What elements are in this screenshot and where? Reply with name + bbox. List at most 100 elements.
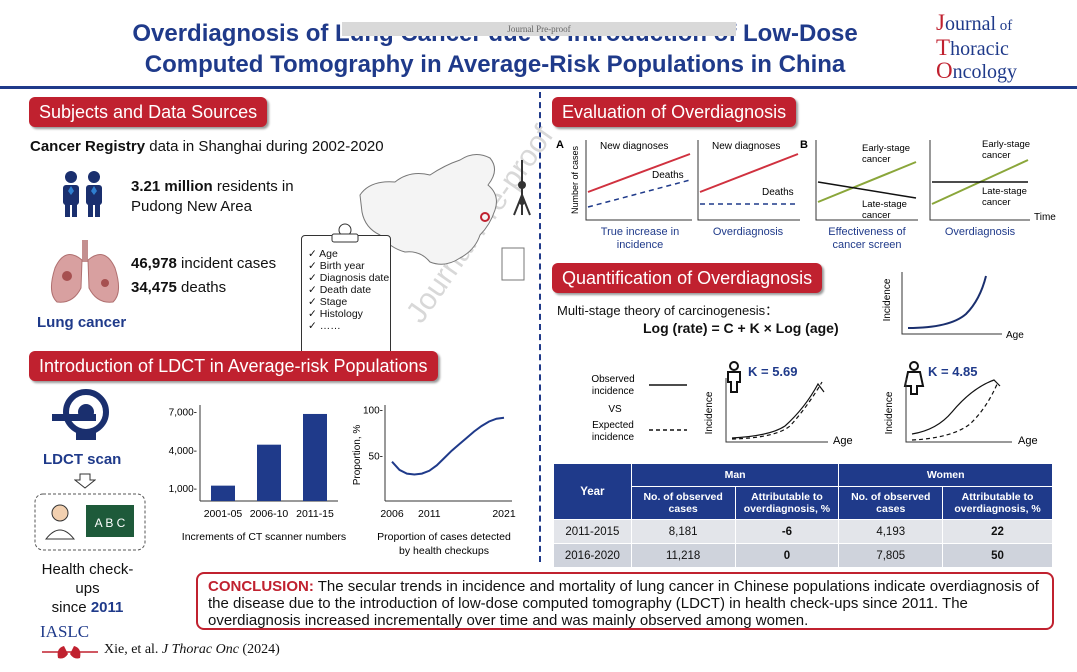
bar-2011-15 <box>303 413 327 501</box>
subjects-heading: Subjects and Data Sources <box>29 97 268 127</box>
women-expected-line <box>911 381 999 441</box>
observed-expected-legend: Observed incidence VS Expected incidence <box>591 374 687 443</box>
registry-text: Cancer Registry data in Shanghai during … <box>30 138 384 155</box>
diagram3-early-label-1: Early-stage <box>862 143 910 154</box>
evaluation-heading: Evaluation of Overdiagnosis <box>552 97 797 127</box>
curve-x-label: Age <box>1006 330 1024 341</box>
curve-y-label: Incidence <box>882 278 893 321</box>
health-checkup-icon: A B C <box>34 493 146 551</box>
diagram3-axes <box>815 140 918 221</box>
ct-scanner-bar-chart: 1,000- 4,000- 7,000- 2001-05 2006-10 2011-15… <box>169 405 346 543</box>
man-observed-line <box>731 382 825 439</box>
diagram3-caption-2: cancer screen <box>832 239 901 251</box>
diagram1-new-label: New diagnoses <box>600 141 668 152</box>
diagram4-time-label: Time <box>1034 212 1056 223</box>
conclusion-box: CONCLUSION: The secular trends in incide… <box>196 572 1054 630</box>
man-y-label: Incidence <box>704 391 715 434</box>
diagram1-deaths-line <box>587 179 691 208</box>
cases-deaths-text: 46,978 incident cases 34,475 deaths <box>131 255 277 296</box>
table-subheader-man-attr: Attributable to overdiagnosis, % <box>734 486 840 520</box>
health-checkups-text: Health check-ups since 2011 <box>41 561 134 616</box>
diagram3-late-label-1: Late-stage <box>862 199 907 210</box>
diagram4-early-label-2: cancer <box>982 150 1011 161</box>
lung-cancer-label: Lung cancer <box>37 314 127 331</box>
bar-2001-05 <box>211 485 235 501</box>
table-header-women: Women <box>838 463 1053 487</box>
k-man-label: K = 5.69 <box>748 364 798 379</box>
diagram4-caption: Overdiagnosis <box>945 226 1016 238</box>
iaslc-logo: IASLC <box>40 622 90 641</box>
diagram2-axes <box>697 140 800 221</box>
k-women-label: K = 4.85 <box>928 364 978 379</box>
diagram3-early-line <box>817 161 917 203</box>
bar-y-tick-label: 4,000- <box>169 446 197 457</box>
conclusion-text: The secular trends in incidence and mort… <box>208 578 1039 629</box>
clipboard-clip-icon <box>331 223 359 243</box>
diagram4-early-label-1: Early-stage <box>982 139 1030 150</box>
legend-expected-1: Expected <box>592 420 634 431</box>
people-icon <box>63 171 102 217</box>
line-y-tick-label: 100- <box>363 406 383 417</box>
curve-line <box>907 275 987 329</box>
man-x-label: Age <box>833 435 853 447</box>
diagram3-late-line <box>817 181 917 199</box>
line-caption-2: by health checkups <box>399 545 489 557</box>
diagram1-caption-1: True increase in <box>601 226 679 238</box>
man-expected-line <box>731 381 823 440</box>
women-x-label: Age <box>1018 435 1038 447</box>
legend-observed-1: Observed <box>591 374 634 385</box>
proportion-series-line <box>391 416 505 476</box>
diagram4-late-label-1: Late-stage <box>982 186 1027 197</box>
diagram3-caption-1: Effectiveness of <box>828 226 906 238</box>
bar-chart-caption: Increments of CT scanner numbers <box>182 531 346 543</box>
table-header-man: Man <box>630 463 840 487</box>
table-subheader-man-obs: No. of observed cases <box>630 486 736 520</box>
citation: Xie, et al. J Thorac Onc (2024) <box>104 642 280 657</box>
women-y-label: Incidence <box>884 391 895 434</box>
journal-pre-proof-tag: Journal Pre-proof <box>342 22 736 36</box>
table-row: 2011-2015 8,181 -6 4,193 22 <box>553 519 1053 544</box>
diagram3-late-label-2: cancer <box>862 210 891 221</box>
ct-scanner-icon <box>52 389 109 440</box>
diagram2-new-label: New diagnoses <box>712 141 780 152</box>
quantification-heading: Quantification of Overdiagnosis <box>552 263 823 293</box>
conclusion-label: CONCLUSION: <box>208 578 314 595</box>
line-y-label: Proportion, % <box>352 425 363 486</box>
line-x-tick-label: 2011 <box>418 508 441 520</box>
man-axes <box>725 378 828 443</box>
table-header-year: Year <box>553 463 632 520</box>
variables-checklist: ✓ Age ✓ Birth year ✓ Diagnosis date ✓ De… <box>301 235 391 357</box>
eval-y-label: Number of cases <box>570 145 580 214</box>
title-line-2: Computed Tomography in Average-Risk Popu… <box>144 51 846 78</box>
iaslc-lungs-icon <box>42 646 98 659</box>
proportion-line-chart: Proportion, % 50- 100- 2006 2011 2021 Propo… <box>352 405 516 557</box>
header-divider <box>0 86 1077 89</box>
diagram1-axes <box>585 140 692 221</box>
diagram4-axes <box>929 140 1030 221</box>
line-x-tick-label: 2006 <box>380 508 404 520</box>
diagram2-caption: Overdiagnosis <box>713 226 784 238</box>
ldct-heading: Introduction of LDCT in Average-risk Pop… <box>29 351 438 381</box>
panel-a-label: A <box>556 139 564 151</box>
legend-observed-2: incidence <box>592 386 635 397</box>
table-subheader-women-obs: No. of observed cases <box>838 486 944 520</box>
formula-text: Log (rate) = C + K × Log (age) <box>643 320 839 336</box>
diagram3-early-label-2: cancer <box>862 154 891 165</box>
line-caption-1: Proportion of cases detected <box>377 531 511 543</box>
women-k-chart: K = 4.85 Incidence Age <box>884 361 1038 447</box>
down-arrow-icon <box>74 473 96 489</box>
women-axes <box>905 378 1012 443</box>
diagram2-new-diagnoses-line <box>699 153 799 193</box>
lungs-icon <box>51 240 119 303</box>
diagram1-deaths-label: Deaths <box>652 170 684 181</box>
bar-x-tick-label: 2011-15 <box>296 508 334 520</box>
curve-axes <box>901 272 1002 335</box>
bar-y-tick-label: 1,000- <box>169 484 197 495</box>
line-y-tick-label: 50- <box>369 451 383 462</box>
diagram1-caption-2: incidence <box>617 239 663 251</box>
line-x-tick-label: 2021 <box>492 508 516 520</box>
bar-2006-10 <box>257 444 281 501</box>
panel-b-label: B <box>800 139 808 151</box>
table-subheader-women-attr: Attributable to overdiagnosis, % <box>942 486 1053 520</box>
diagram1-new-diagnoses-line <box>587 153 691 193</box>
